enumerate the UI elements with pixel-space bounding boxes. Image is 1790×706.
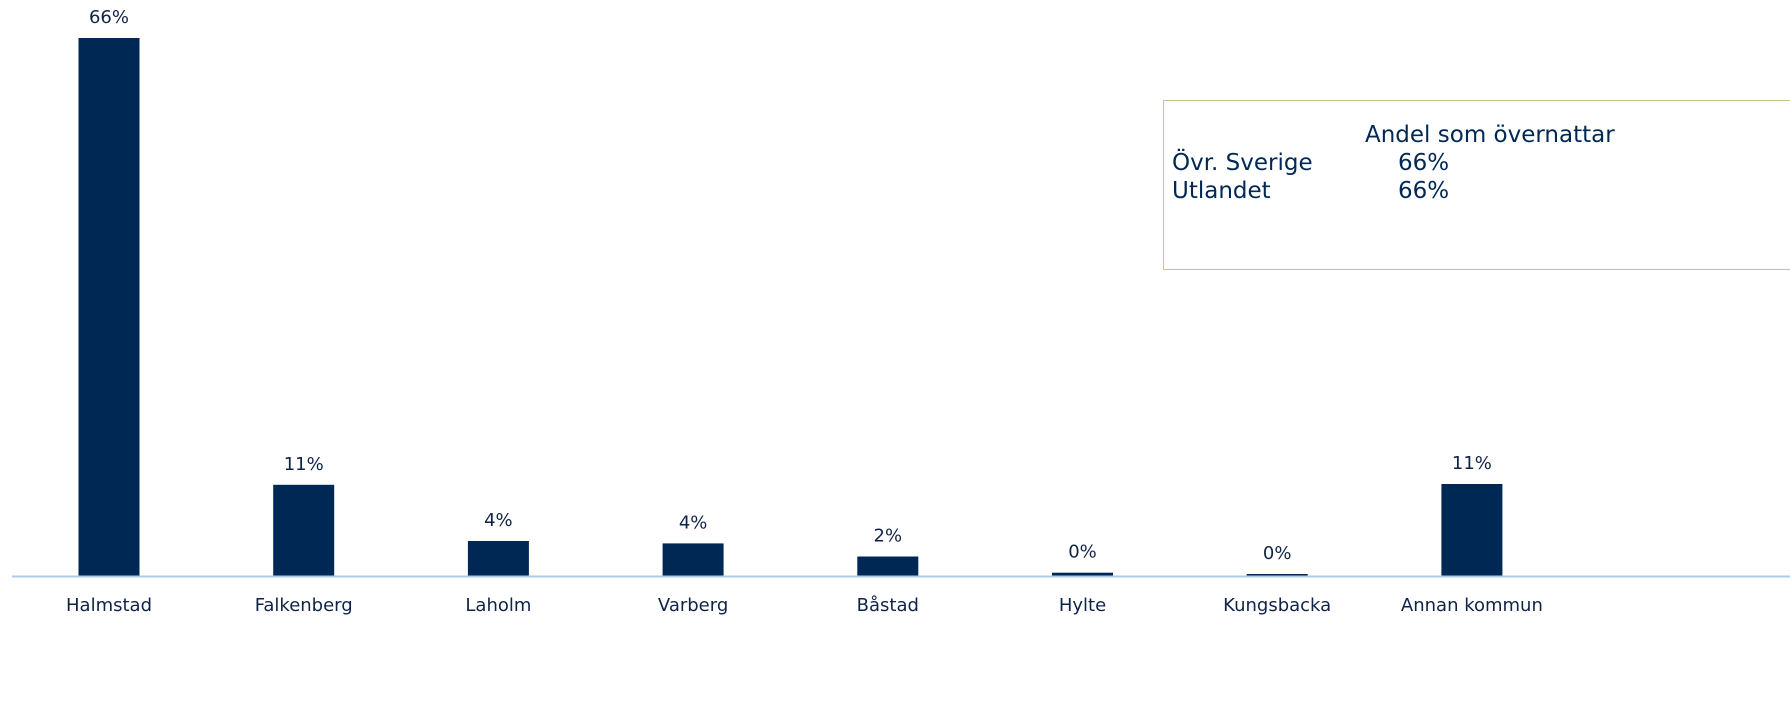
category-label: Hylte <box>1059 595 1106 616</box>
info-box: Andel som övernattar Övr. Sverige 66% Ut… <box>1163 100 1790 270</box>
value-label: 66% <box>89 7 129 28</box>
category-label: Halmstad <box>66 595 152 616</box>
value-label: 4% <box>484 510 513 531</box>
category-label: Falkenberg <box>255 595 353 616</box>
bar-halmstad <box>78 38 140 576</box>
value-label: 0% <box>1068 542 1097 563</box>
category-label: Annan kommun <box>1401 595 1543 616</box>
category-labels-group: Halmstad Falkenberg Laholm Varberg Båstad Hyl… <box>66 595 1543 616</box>
bar-laholm <box>467 541 529 576</box>
info-box-row-value: 66% <box>1398 150 1450 176</box>
bar-varberg <box>662 543 724 576</box>
value-label: 4% <box>679 512 708 533</box>
bar-hylte <box>1052 572 1113 576</box>
bar-falkenberg <box>273 484 335 576</box>
bar-båstad <box>857 556 919 576</box>
info-box-row-label: Utlandet <box>1172 178 1271 204</box>
category-label: Varberg <box>658 595 728 616</box>
bar-kungsbacka <box>1246 574 1308 576</box>
bars-group <box>78 38 1503 576</box>
info-box-row-label: Övr. Sverige <box>1172 150 1313 176</box>
value-label: 11% <box>284 454 324 475</box>
value-label: 0% <box>1263 543 1292 564</box>
info-box-row-value: 66% <box>1398 178 1450 204</box>
value-labels-group: 66% 11% 4% 4% 2% 0% 0% 11% <box>89 7 1492 564</box>
value-label: 2% <box>874 526 903 547</box>
category-label: Kungsbacka <box>1223 595 1331 616</box>
category-label: Laholm <box>465 595 531 616</box>
bar-annan-kommun <box>1441 484 1503 576</box>
category-label: Båstad <box>857 595 919 616</box>
value-label: 11% <box>1452 453 1492 474</box>
info-box-heading: Andel som övernattar <box>1365 122 1615 148</box>
